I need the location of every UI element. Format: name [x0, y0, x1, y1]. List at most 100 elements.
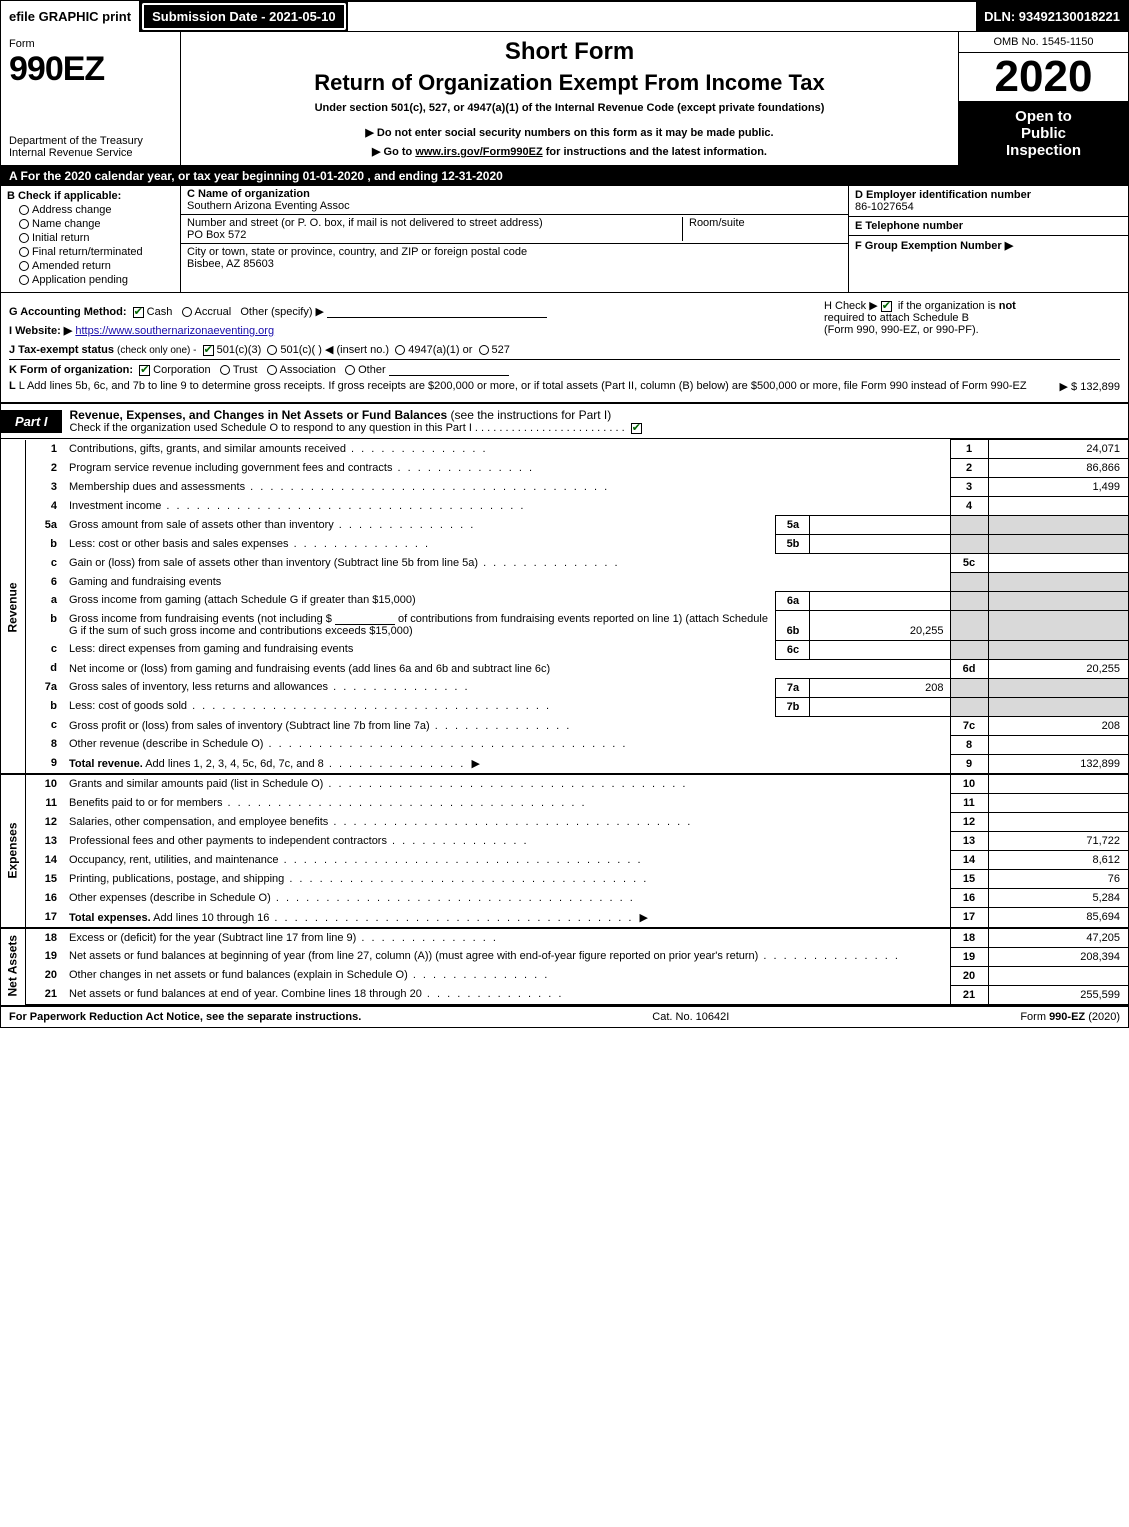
org-name: Southern Arizona Eventing Assoc [187, 200, 350, 212]
desc-4: Investment income [69, 500, 161, 512]
chk-schedule-o-part1[interactable] [631, 423, 642, 434]
ln-6d: d [25, 659, 65, 678]
efile-print-button[interactable]: efile GRAPHIC print [1, 1, 140, 32]
num-11: 11 [950, 794, 988, 813]
page-footer: For Paperwork Reduction Act Notice, see … [1, 1005, 1128, 1027]
chk-application-pending[interactable]: Application pending [19, 274, 174, 286]
chk-h[interactable] [881, 301, 892, 312]
desc-7b: Less: cost of goods sold [69, 700, 187, 712]
desc-19: Net assets or fund balances at beginning… [69, 950, 758, 962]
mini-7b: 7b [776, 697, 810, 716]
num-6c-shaded [950, 640, 988, 659]
j-label: J Tax-exempt status [9, 344, 114, 356]
amt-21: 255,599 [988, 985, 1128, 1004]
amt-5b-shaded [988, 535, 1128, 554]
desc-6b-pre: Gross income from fundraising events (no… [69, 613, 335, 625]
num-8: 8 [950, 735, 988, 754]
g-other: Other (specify) ▶ [240, 306, 324, 318]
desc-12: Salaries, other compensation, and employ… [69, 816, 328, 828]
irs-link[interactable]: www.irs.gov/Form990EZ [415, 146, 542, 158]
mini-5a: 5a [776, 516, 810, 535]
chk-other-org[interactable] [345, 365, 355, 375]
ln-20: 20 [25, 966, 65, 985]
section-ghijkl: G Accounting Method: Cash Accrual Other … [1, 293, 1128, 403]
note-goto: ▶ Go to www.irs.gov/Form990EZ for instru… [372, 145, 767, 158]
amt-11 [988, 794, 1128, 813]
desc-5b: Less: cost or other basis and sales expe… [69, 538, 289, 550]
ln-7b: b [25, 697, 65, 716]
ln-6b: b [25, 610, 65, 640]
submission-date-button[interactable]: Submission Date - 2021-05-10 [142, 3, 346, 30]
mini-7a: 7a [776, 678, 810, 697]
header-center: Short Form Return of Organization Exempt… [181, 32, 958, 165]
ln-6: 6 [25, 573, 65, 592]
desc-13: Professional fees and other payments to … [69, 835, 387, 847]
num-6-shaded [950, 573, 988, 592]
chk-name-change[interactable]: Name change [19, 218, 174, 230]
g-other-input[interactable] [327, 306, 547, 318]
amt-18: 47,205 [988, 928, 1128, 948]
row-3: 3 Membership dues and assessments 3 1,49… [1, 478, 1128, 497]
chk-4947[interactable] [395, 345, 405, 355]
website-link[interactable]: https://www.southernarizonaeventing.org [75, 325, 274, 337]
desc-15: Printing, publications, postage, and shi… [69, 873, 284, 885]
chk-accrual[interactable] [182, 307, 192, 317]
ln-7a: 7a [25, 678, 65, 697]
num-3: 3 [950, 478, 988, 497]
org-city: Bisbee, AZ 85603 [187, 258, 527, 270]
minival-7a: 208 [810, 678, 950, 697]
desc-10: Grants and similar amounts paid (list in… [69, 778, 323, 790]
input-6b-contrib[interactable] [335, 614, 395, 625]
row-17: 17 Total expenses. Add lines 10 through … [1, 908, 1128, 928]
num-10: 10 [950, 774, 988, 794]
chk-address-change[interactable]: Address change [19, 204, 174, 216]
chk-trust[interactable] [220, 365, 230, 375]
ln-5b: b [25, 535, 65, 554]
form-page: efile GRAPHIC print Submission Date - 20… [0, 0, 1129, 1028]
row-20: 20 Other changes in net assets or fund b… [1, 966, 1128, 985]
chk-final-return[interactable]: Final return/terminated [19, 246, 174, 258]
j-4947: 4947(a)(1) or [408, 344, 472, 356]
side-label-netassets: Net Assets [1, 928, 25, 1005]
row-1: Revenue 1 Contributions, gifts, grants, … [1, 440, 1128, 459]
ln-5c: c [25, 554, 65, 573]
amt-12 [988, 813, 1128, 832]
chk-501c3[interactable] [203, 345, 214, 356]
chk-cash[interactable] [133, 307, 144, 318]
l-amount: 132,899 [1080, 381, 1120, 393]
k-trust: Trust [233, 364, 258, 376]
amt-17: 85,694 [988, 908, 1128, 928]
h-text2: if the organization is [898, 300, 999, 312]
chk-initial-return[interactable]: Initial return [19, 232, 174, 244]
chk-association[interactable] [267, 365, 277, 375]
ln-14: 14 [25, 851, 65, 870]
amt-5c [988, 554, 1128, 573]
num-6d: 6d [950, 659, 988, 678]
tel-label: E Telephone number [855, 220, 1122, 232]
taxyear-mid: , and ending [364, 169, 441, 183]
chk-amended-return[interactable]: Amended return [19, 260, 174, 272]
amt-7b-shaded [988, 697, 1128, 716]
j-501c3: 501(c)(3) [217, 344, 262, 356]
row-6b: b Gross income from fundraising events (… [1, 610, 1128, 640]
chk-corporation[interactable] [139, 365, 150, 376]
num-13: 13 [950, 832, 988, 851]
desc-6c: Less: direct expenses from gaming and fu… [69, 643, 353, 655]
desc-21: Net assets or fund balances at end of ye… [69, 988, 422, 1000]
num-2: 2 [950, 459, 988, 478]
part-i-badge: Part I [1, 410, 62, 433]
chk-501c[interactable] [267, 345, 277, 355]
num-21: 21 [950, 985, 988, 1004]
row-7c: c Gross profit or (loss) from sales of i… [1, 716, 1128, 735]
desc-18: Excess or (deficit) for the year (Subtra… [69, 932, 356, 944]
chk-527[interactable] [479, 345, 489, 355]
k-other-input[interactable] [389, 364, 509, 376]
ln-13: 13 [25, 832, 65, 851]
amt-5a-shaded [988, 516, 1128, 535]
num-6b-shaded [950, 610, 988, 640]
num-1: 1 [950, 440, 988, 459]
minival-5b [810, 535, 950, 554]
desc-8: Other revenue (describe in Schedule O) [69, 738, 263, 750]
note-no-ssn: ▶ Do not enter social security numbers o… [365, 126, 773, 139]
tax-year: 2020 [959, 53, 1128, 102]
